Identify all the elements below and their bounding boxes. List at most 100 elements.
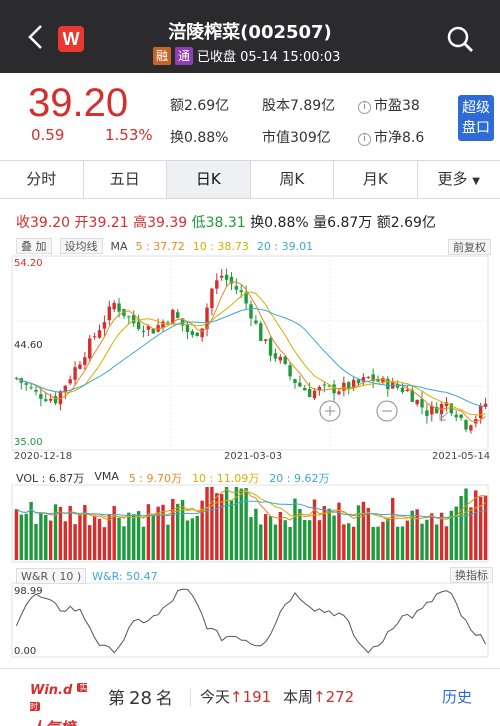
candle-body [112,302,116,310]
candle-body [298,382,302,387]
candle-body [464,420,468,430]
ma5-line [16,281,486,423]
tab-more[interactable]: 更多 ▼ [418,161,500,198]
share-capital-value: 股本7.89亿 [262,98,336,114]
volume-bar [53,504,58,560]
volume-bar [195,515,199,560]
volume-bar [347,523,351,560]
candle-body [132,314,136,324]
volume-bar [249,517,253,560]
volume-bar [166,524,170,560]
search-icon[interactable] [445,24,475,54]
volume-bar [112,505,116,560]
candle-body [78,364,82,369]
wr-legend: W&R ( 10 ) W&R: 50.47 [16,568,158,584]
overlay-button[interactable]: 叠 加 [16,238,52,254]
super-orderbook-button[interactable]: 超级盘口 [458,95,494,141]
tab-weekly-k[interactable]: 周K [251,161,334,198]
volume-bar [58,506,63,560]
volume-bar [298,508,302,560]
tab-daily-k[interactable]: 日K [167,161,251,198]
volume-bar [430,513,434,560]
candle-body [386,378,390,390]
volume-bar [415,509,419,560]
volume-bar [244,488,248,560]
volume-bar [224,487,229,560]
candle-body [224,274,229,280]
volume-bar [29,501,33,560]
volume-bar [97,518,102,560]
volume-bar [68,505,72,560]
zoom-out-icon[interactable] [376,400,398,422]
vma20-value: 20 : 9.62万 [269,472,330,485]
history-link[interactable]: 历史 [442,688,473,706]
amount-value: 额2.69亿 [170,98,230,114]
today-change: 今天↑191 [200,686,271,707]
volume-bar [400,526,405,560]
wr-settings-button[interactable]: W&R ( 10 ) [16,568,87,584]
today-label: 今天 [200,688,231,706]
candle-body [136,321,141,329]
volume-bar [24,513,28,560]
ma5-value: 5 : 37.72 [135,239,185,253]
volume-bar [322,506,327,560]
candle-body [459,414,463,419]
vma5-line [16,489,486,521]
date-axis-end: 2021-05-14 [432,451,491,462]
candle-body [34,389,38,392]
volume-summary: 量6.87万 [313,215,373,231]
volume-bar [327,508,331,560]
adjust-button[interactable]: 前复权 [448,239,491,255]
candle-body [342,382,346,391]
candle-body [415,399,419,405]
candle-body [356,379,361,384]
candle-body [469,425,473,431]
back-arrow-icon[interactable] [22,22,52,52]
ma20-value: 20 : 39.01 [256,239,314,253]
expand-icon[interactable] [439,411,449,421]
price-axis-mid: 44.60 [14,340,43,351]
price-change-pct: 1.53% [105,126,153,144]
candle-body [322,384,327,386]
volume-bar [83,505,87,560]
wr-axis-bottom: 0.00 [14,646,37,657]
tab-monthly-k[interactable]: 月K [334,161,418,198]
margin-tag: 融 [153,46,172,65]
low-value: 低38.31 [191,215,246,231]
tab-five-day[interactable]: 五日 [84,161,167,198]
ma-settings-button[interactable]: 设均线 [59,238,103,254]
ma10-value: 10 : 38.73 [192,239,249,253]
zoom-in-icon[interactable] [319,400,341,422]
volume-bar [254,508,258,560]
rank-display: 第 28 名 [108,684,173,709]
candle-body [210,288,214,309]
volume-bar [219,494,224,560]
volume-bar [459,495,463,560]
rank-prefix: 第 [108,689,125,709]
quote-panel: 39.20 0.59 1.53% 额2.69亿 换0.88% 股本7.89亿 市… [0,73,500,160]
candle-body [73,367,77,380]
candle-body [288,365,292,377]
switch-indicator-button[interactable]: 换指标 [450,567,493,583]
ma20-line [16,308,486,408]
volume-bar [259,524,263,560]
pb-ratio[interactable]: i 市净8.6 [358,127,424,147]
pe-ratio[interactable]: i 市盈38 [358,95,420,115]
candle-body [205,307,209,330]
volume-bar [229,500,234,560]
candle-body [102,322,107,329]
kline-chart[interactable] [0,0,500,668]
app-logo[interactable]: W [58,26,84,52]
wind-brand-logo[interactable]: Win.d 实时 人气榜 [30,679,90,726]
volume-bar [63,521,68,560]
volume-bar [239,488,243,560]
candle-body [141,330,146,332]
volume-bar [444,526,449,560]
page-title: 涪陵榨菜(002507) [168,22,332,43]
tab-intraday[interactable]: 分时 [0,161,84,198]
candle-body [293,379,297,384]
candle-body [420,398,424,408]
volume-bar [312,499,317,560]
volume-bar [136,511,141,560]
volume-bar [478,496,483,560]
